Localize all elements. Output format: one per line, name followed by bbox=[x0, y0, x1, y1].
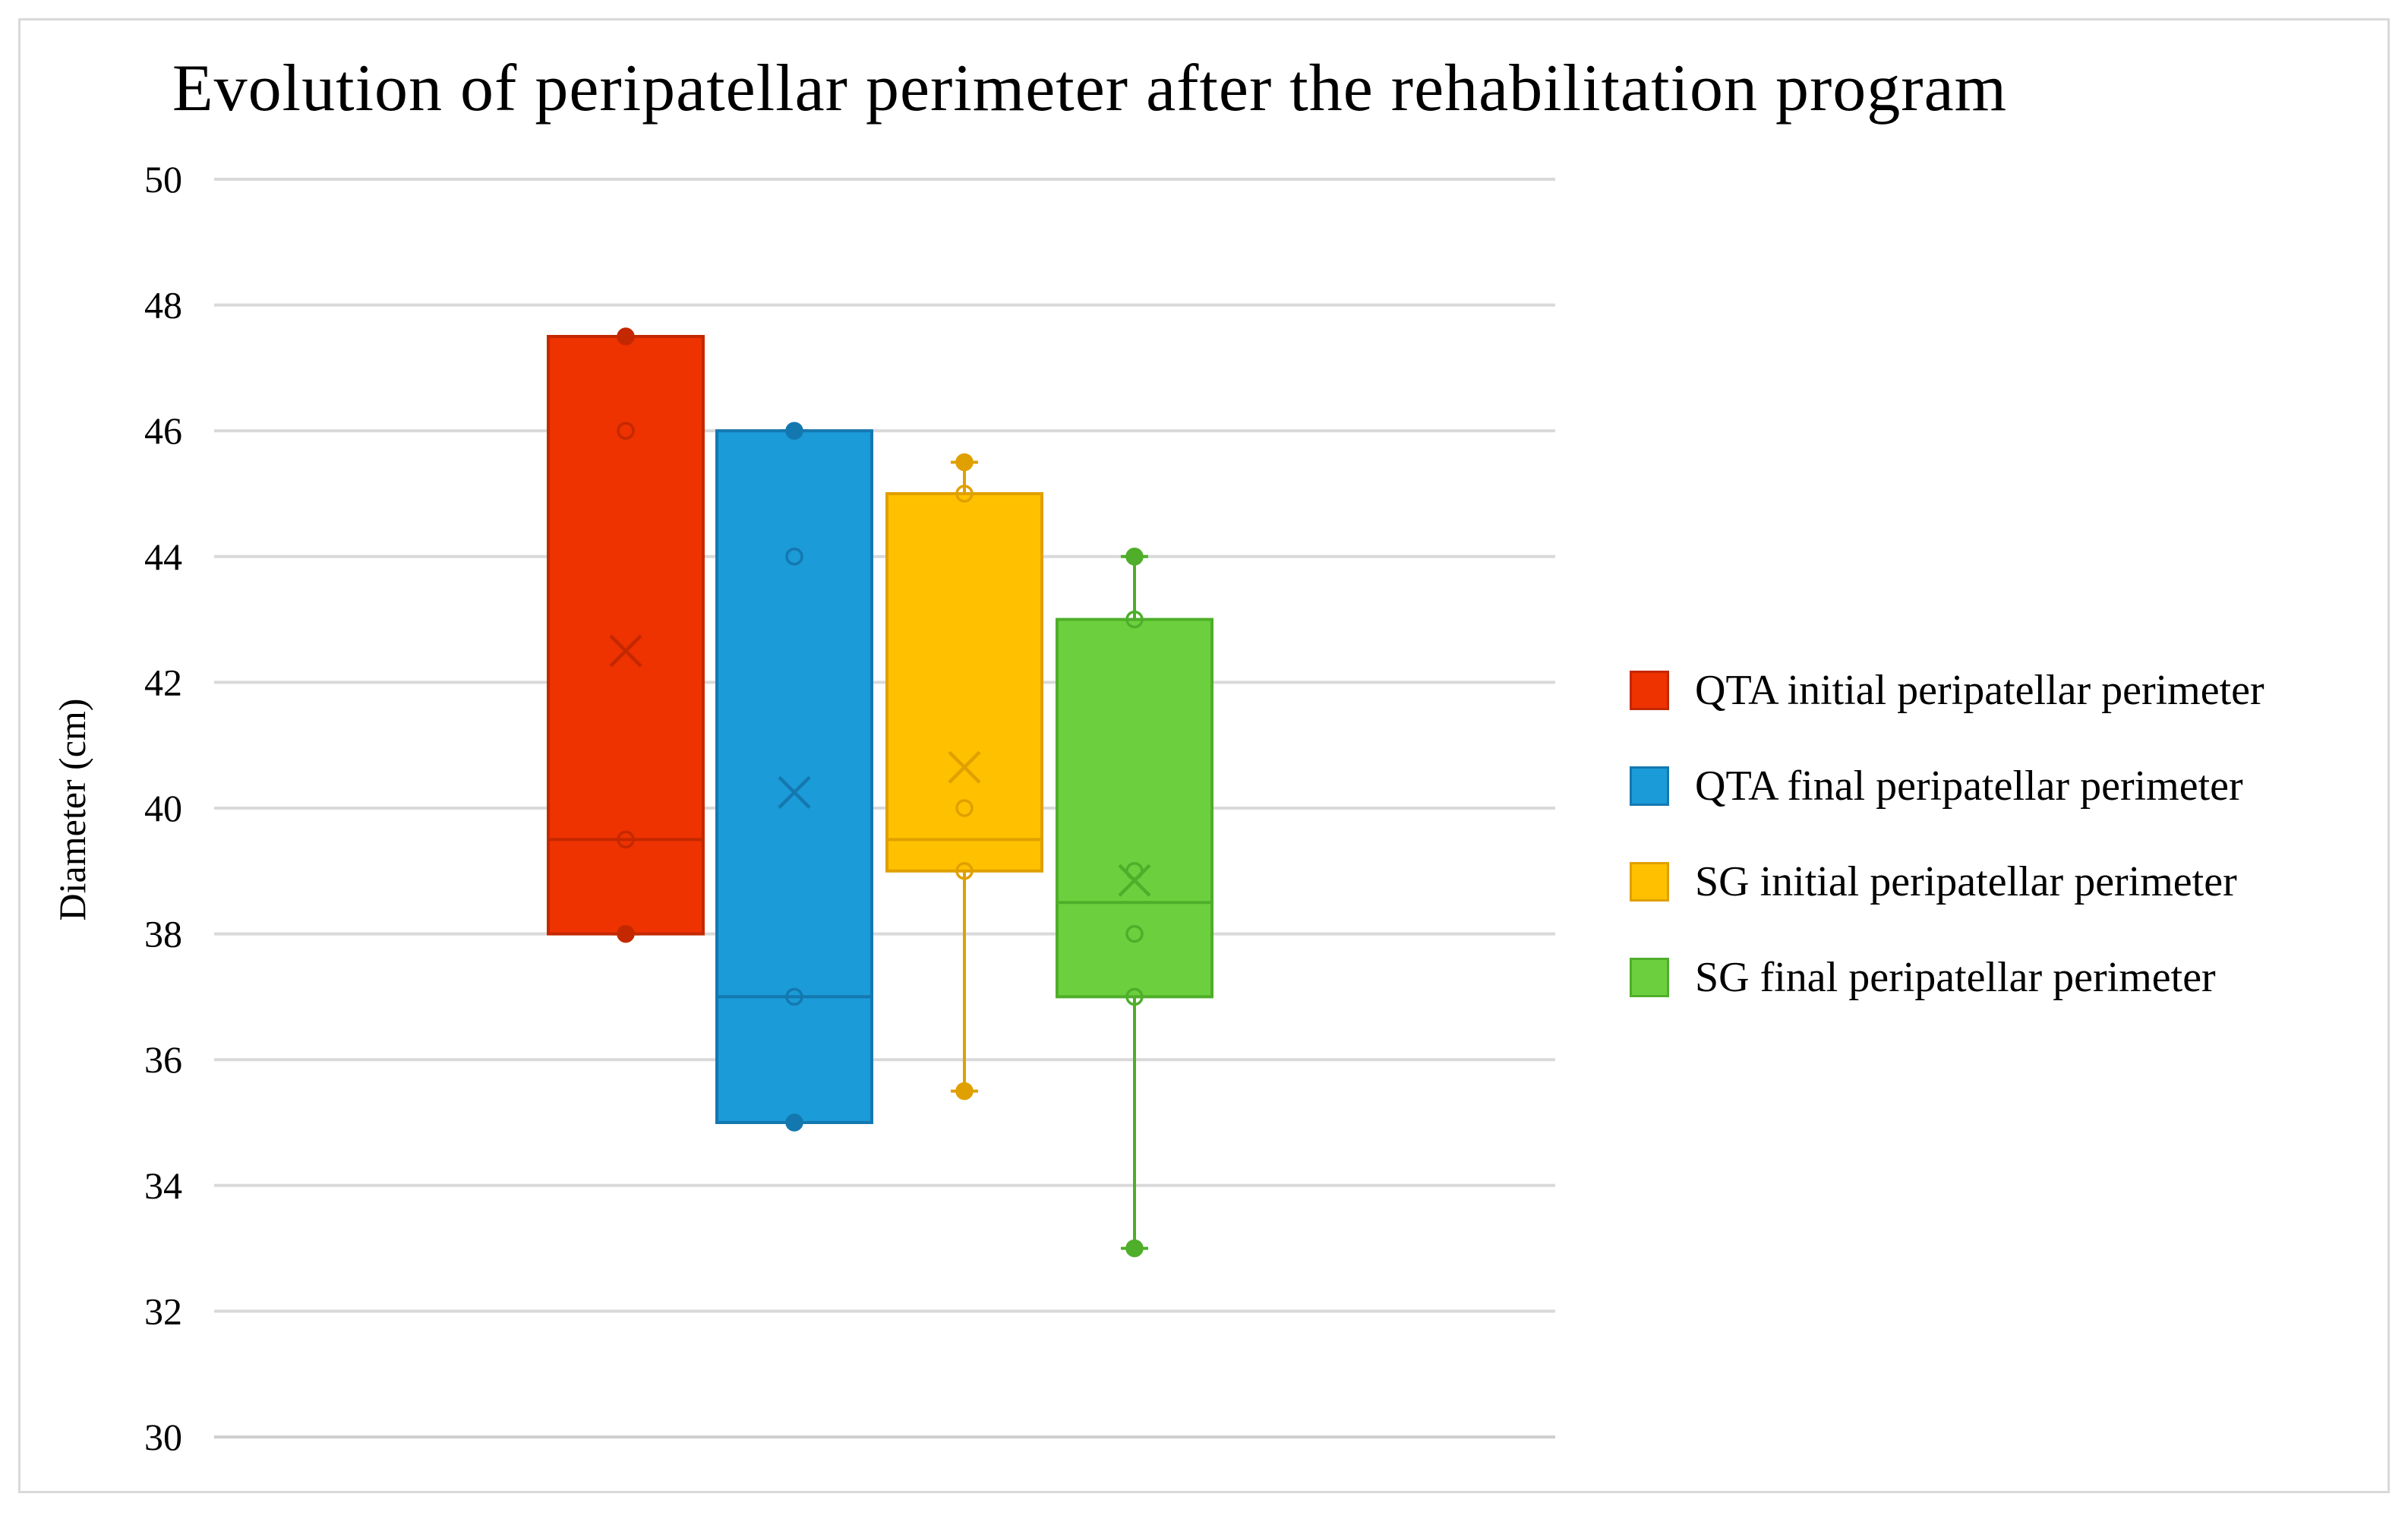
box bbox=[885, 492, 1043, 873]
y-tick-label-40: 40 bbox=[144, 787, 182, 829]
legend-item-3: SG initial peripatellar perimeter bbox=[1630, 834, 2264, 930]
legend-swatch bbox=[1630, 862, 1669, 902]
data-point bbox=[955, 453, 974, 472]
mean-marker bbox=[1118, 864, 1151, 897]
legend-swatch bbox=[1630, 766, 1669, 806]
data-point bbox=[617, 327, 635, 346]
data-point bbox=[785, 987, 803, 1006]
box-group-1 bbox=[547, 327, 705, 943]
legend-item-4: SG final peripatellar perimeter bbox=[1630, 930, 2264, 1025]
box bbox=[715, 429, 873, 1124]
gridlines bbox=[214, 178, 1555, 1438]
legend-label: QTA final peripatellar perimeter bbox=[1695, 763, 2243, 810]
legend-swatch bbox=[1630, 958, 1669, 997]
data-point bbox=[955, 1082, 974, 1101]
data-point bbox=[1125, 610, 1144, 629]
y-tick-label-42: 42 bbox=[144, 661, 182, 703]
y-axis-ticks: 30 32 34 36 38 40 42 44 46 48 50 bbox=[144, 158, 182, 1458]
legend-item-2: QTA final peripatellar perimeter bbox=[1630, 738, 2264, 834]
box-group-2 bbox=[715, 422, 873, 1132]
y-tick-label-32: 32 bbox=[144, 1290, 182, 1332]
y-tick-label-34: 34 bbox=[144, 1164, 182, 1207]
chart-title: Evolution of peripatellar perimeter afte… bbox=[172, 52, 2008, 125]
legend-label: SG initial peripatellar perimeter bbox=[1695, 858, 2237, 905]
box bbox=[1056, 617, 1213, 999]
legend-swatch bbox=[1630, 671, 1669, 710]
mean-marker bbox=[609, 634, 642, 668]
y-tick-label-46: 46 bbox=[144, 409, 182, 452]
data-point bbox=[785, 1113, 803, 1132]
legend-label: SG final peripatellar perimeter bbox=[1695, 954, 2216, 1001]
mean-marker bbox=[778, 775, 811, 809]
legend-label: QTA initial peripatellar perimeter bbox=[1695, 667, 2264, 714]
data-point bbox=[617, 422, 635, 440]
y-axis-label: Diameter (cm) bbox=[51, 699, 93, 921]
box-group-3 bbox=[885, 453, 1043, 1101]
y-tick-label-30: 30 bbox=[144, 1416, 182, 1458]
data-point bbox=[955, 799, 974, 817]
data-point bbox=[785, 422, 803, 440]
data-point bbox=[1125, 987, 1144, 1006]
box bbox=[547, 335, 705, 936]
data-point bbox=[1125, 924, 1144, 943]
data-point bbox=[785, 548, 803, 566]
data-point bbox=[955, 862, 974, 880]
mean-marker bbox=[948, 750, 981, 784]
y-tick-label-38: 38 bbox=[144, 913, 182, 955]
y-tick-label-44: 44 bbox=[144, 535, 182, 578]
boxes bbox=[547, 327, 1213, 1258]
legend: QTA initial peripatellar perimeter QTA fi… bbox=[1630, 643, 2264, 1025]
data-point bbox=[1125, 1239, 1144, 1258]
data-point bbox=[617, 924, 635, 943]
box-group-4 bbox=[1056, 548, 1213, 1258]
legend-item-1: QTA initial peripatellar perimeter bbox=[1630, 643, 2264, 738]
y-tick-label-50: 50 bbox=[144, 158, 182, 201]
chart-frame bbox=[18, 18, 2390, 1493]
data-point bbox=[1125, 548, 1144, 566]
y-tick-label-36: 36 bbox=[144, 1038, 182, 1081]
y-tick-label-48: 48 bbox=[144, 284, 182, 327]
data-point bbox=[955, 485, 974, 503]
data-point bbox=[617, 830, 635, 849]
